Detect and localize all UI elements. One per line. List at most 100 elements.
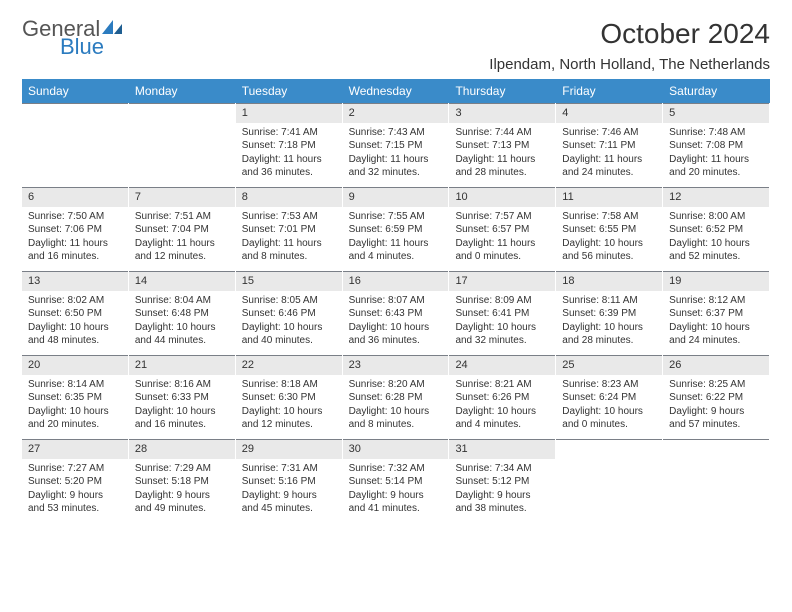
calendar-cell: 15Sunrise: 8:05 AMSunset: 6:46 PMDayligh… <box>236 271 343 355</box>
week-row: 20Sunrise: 8:14 AMSunset: 6:35 PMDayligh… <box>22 355 770 439</box>
cell-body: Sunrise: 8:21 AMSunset: 6:26 PMDaylight:… <box>449 375 555 438</box>
daylight-text: Daylight: 11 hours and 28 minutes. <box>455 153 549 180</box>
sunset-text: Sunset: 6:59 PM <box>349 223 443 237</box>
calendar-cell-empty <box>129 103 236 187</box>
cell-body: Sunrise: 7:57 AMSunset: 6:57 PMDaylight:… <box>449 207 555 270</box>
calendar-cell: 16Sunrise: 8:07 AMSunset: 6:43 PMDayligh… <box>343 271 450 355</box>
sunset-text: Sunset: 6:46 PM <box>242 307 336 321</box>
cell-body: Sunrise: 8:25 AMSunset: 6:22 PMDaylight:… <box>663 375 769 438</box>
calendar-cell: 2Sunrise: 7:43 AMSunset: 7:15 PMDaylight… <box>343 103 450 187</box>
day-header: Monday <box>129 79 236 103</box>
location-text: Ilpendam, North Holland, The Netherlands <box>489 56 770 73</box>
sunset-text: Sunset: 5:18 PM <box>135 475 229 489</box>
calendar-cell: 20Sunrise: 8:14 AMSunset: 6:35 PMDayligh… <box>22 355 129 439</box>
sunrise-text: Sunrise: 8:23 AM <box>562 378 656 392</box>
calendar-cell: 27Sunrise: 7:27 AMSunset: 5:20 PMDayligh… <box>22 439 129 523</box>
day-number: 29 <box>236 439 342 459</box>
daylight-text: Daylight: 9 hours and 45 minutes. <box>242 489 336 516</box>
daylight-text: Daylight: 11 hours and 12 minutes. <box>135 237 229 264</box>
day-header: Tuesday <box>236 79 343 103</box>
sunrise-text: Sunrise: 8:18 AM <box>242 378 336 392</box>
day-header: Sunday <box>22 79 129 103</box>
sunrise-text: Sunrise: 8:00 AM <box>669 210 763 224</box>
month-title: October 2024 <box>489 18 770 50</box>
cell-body: Sunrise: 7:50 AMSunset: 7:06 PMDaylight:… <box>22 207 128 270</box>
cell-body: Sunrise: 8:16 AMSunset: 6:33 PMDaylight:… <box>129 375 235 438</box>
calendar: SundayMondayTuesdayWednesdayThursdayFrid… <box>22 79 770 523</box>
sunrise-text: Sunrise: 8:04 AM <box>135 294 229 308</box>
sunset-text: Sunset: 7:11 PM <box>562 139 656 153</box>
cell-body: Sunrise: 8:04 AMSunset: 6:48 PMDaylight:… <box>129 291 235 354</box>
daylight-text: Daylight: 10 hours and 44 minutes. <box>135 321 229 348</box>
sunset-text: Sunset: 6:26 PM <box>455 391 549 405</box>
day-header: Saturday <box>663 79 770 103</box>
sunset-text: Sunset: 6:37 PM <box>669 307 763 321</box>
cell-body <box>556 459 662 519</box>
daylight-text: Daylight: 10 hours and 20 minutes. <box>28 405 122 432</box>
sunrise-text: Sunrise: 8:09 AM <box>455 294 549 308</box>
sunrise-text: Sunrise: 7:31 AM <box>242 462 336 476</box>
sunset-text: Sunset: 6:50 PM <box>28 307 122 321</box>
calendar-cell: 7Sunrise: 7:51 AMSunset: 7:04 PMDaylight… <box>129 187 236 271</box>
cell-body: Sunrise: 7:29 AMSunset: 5:18 PMDaylight:… <box>129 459 235 522</box>
sunrise-text: Sunrise: 7:58 AM <box>562 210 656 224</box>
cell-body <box>22 123 128 183</box>
sunrise-text: Sunrise: 7:29 AM <box>135 462 229 476</box>
logo-sail-icon <box>102 18 124 40</box>
day-number: 26 <box>663 355 769 375</box>
cell-body: Sunrise: 7:27 AMSunset: 5:20 PMDaylight:… <box>22 459 128 522</box>
daylight-text: Daylight: 9 hours and 38 minutes. <box>455 489 549 516</box>
week-row: 27Sunrise: 7:27 AMSunset: 5:20 PMDayligh… <box>22 439 770 523</box>
sunset-text: Sunset: 7:01 PM <box>242 223 336 237</box>
logo-text-bottom: Blue <box>60 36 104 58</box>
sunset-text: Sunset: 7:13 PM <box>455 139 549 153</box>
day-number: 12 <box>663 187 769 207</box>
daylight-text: Daylight: 11 hours and 8 minutes. <box>242 237 336 264</box>
sunrise-text: Sunrise: 8:25 AM <box>669 378 763 392</box>
daylight-text: Daylight: 10 hours and 8 minutes. <box>349 405 443 432</box>
day-number: 7 <box>129 187 235 207</box>
sunrise-text: Sunrise: 8:07 AM <box>349 294 443 308</box>
cell-body <box>663 459 769 519</box>
calendar-cell: 29 Sunrise: 7:31 AMSunset: 5:16 PMDayligh… <box>236 439 343 523</box>
calendar-cell: 31Sunrise: 7:34 AMSunset: 5:12 PMDayligh… <box>449 439 556 523</box>
cell-body: Sunrise: 8:07 AMSunset: 6:43 PMDaylight:… <box>343 291 449 354</box>
sunrise-text: Sunrise: 7:51 AM <box>135 210 229 224</box>
calendar-cell: 6Sunrise: 7:50 AMSunset: 7:06 PMDaylight… <box>22 187 129 271</box>
calendar-cell: 1Sunrise: 7:41 AMSunset: 7:18 PMDaylight… <box>236 103 343 187</box>
sunset-text: Sunset: 6:35 PM <box>28 391 122 405</box>
sunrise-text: Sunrise: 7:41 AM <box>242 126 336 140</box>
calendar-cell: 10Sunrise: 7:57 AMSunset: 6:57 PMDayligh… <box>449 187 556 271</box>
daylight-text: Daylight: 10 hours and 36 minutes. <box>349 321 443 348</box>
calendar-cell: 24Sunrise: 8:21 AMSunset: 6:26 PMDayligh… <box>449 355 556 439</box>
sunset-text: Sunset: 5:16 PM <box>242 475 336 489</box>
daylight-text: Daylight: 10 hours and 24 minutes. <box>669 321 763 348</box>
weeks-container: 1Sunrise: 7:41 AMSunset: 7:18 PMDaylight… <box>22 103 770 523</box>
daylight-text: Daylight: 10 hours and 40 minutes. <box>242 321 336 348</box>
calendar-cell: 13Sunrise: 8:02 AMSunset: 6:50 PMDayligh… <box>22 271 129 355</box>
day-number: 15 <box>236 271 342 291</box>
sunset-text: Sunset: 6:33 PM <box>135 391 229 405</box>
day-number: 21 <box>129 355 235 375</box>
day-number: 20 <box>22 355 128 375</box>
day-number: 10 <box>449 187 555 207</box>
cell-body: Sunrise: 7:51 AMSunset: 7:04 PMDaylight:… <box>129 207 235 270</box>
calendar-cell: 25Sunrise: 8:23 AMSunset: 6:24 PMDayligh… <box>556 355 663 439</box>
daylight-text: Daylight: 11 hours and 16 minutes. <box>28 237 122 264</box>
sunrise-text: Sunrise: 7:27 AM <box>28 462 122 476</box>
week-row: 13Sunrise: 8:02 AMSunset: 6:50 PMDayligh… <box>22 271 770 355</box>
cell-body <box>129 123 235 183</box>
daylight-text: Daylight: 10 hours and 16 minutes. <box>135 405 229 432</box>
daylight-text: Daylight: 10 hours and 52 minutes. <box>669 237 763 264</box>
day-number: 5 <box>663 103 769 123</box>
cell-body: Sunrise: 8:23 AMSunset: 6:24 PMDaylight:… <box>556 375 662 438</box>
day-number <box>129 103 235 123</box>
sunset-text: Sunset: 7:08 PM <box>669 139 763 153</box>
cell-body: Sunrise: 7:44 AMSunset: 7:13 PMDaylight:… <box>449 123 555 186</box>
day-number: 11 <box>556 187 662 207</box>
day-number: 28 <box>129 439 235 459</box>
sunrise-text: Sunrise: 8:02 AM <box>28 294 122 308</box>
calendar-cell: 3Sunrise: 7:44 AMSunset: 7:13 PMDaylight… <box>449 103 556 187</box>
day-number: 23 <box>343 355 449 375</box>
sunset-text: Sunset: 7:04 PM <box>135 223 229 237</box>
